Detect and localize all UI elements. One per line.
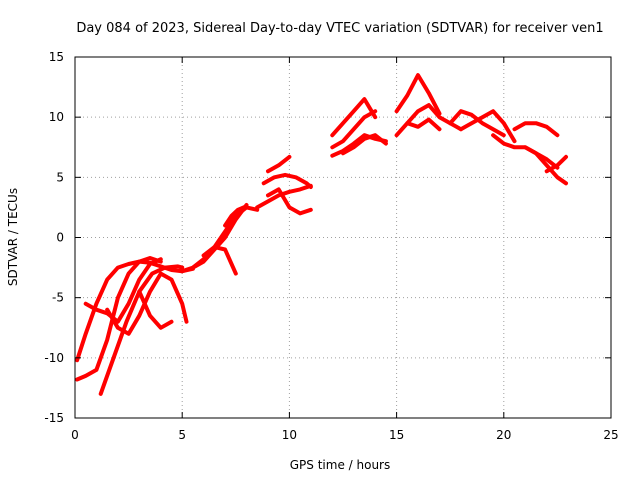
x-axis-ticks: 0 5 10 15 20 25 <box>71 57 619 442</box>
y-tick-label: 10 <box>49 110 64 124</box>
series-arc-19 <box>394 73 442 116</box>
series-arc-6 <box>137 289 174 330</box>
series-arc-7 <box>180 205 260 274</box>
series-arc-23 <box>458 109 517 144</box>
x-tick-label: 5 <box>178 428 186 442</box>
series-arc-11 <box>255 183 313 210</box>
data-traces <box>75 73 568 396</box>
series-arc-2 <box>75 256 163 382</box>
chart-title: Day 084 of 2023, Sidereal Day-to-day VTE… <box>76 21 603 36</box>
series-arc-3 <box>98 264 185 396</box>
x-tick-label: 10 <box>282 428 297 442</box>
series-arc-18 <box>341 133 388 156</box>
y-tick-label: -15 <box>44 411 64 425</box>
series-arc-8 <box>190 203 249 270</box>
series-arc-21 <box>405 117 442 132</box>
grid-lines <box>75 57 611 418</box>
x-tick-label: 0 <box>71 428 79 442</box>
x-axis-label: GPS time / hours <box>290 458 391 472</box>
series-arc-14 <box>266 154 292 174</box>
y-axis-label: SDTVAR / TECUs <box>6 188 20 286</box>
series-arc-9 <box>201 245 238 276</box>
y-axis-ticks: -15 -10 -5 0 5 10 15 <box>44 50 611 425</box>
series-arc-16 <box>330 109 378 150</box>
series-arc-15 <box>330 133 388 158</box>
y-tick-label: 5 <box>56 170 64 184</box>
series-arc-25 <box>512 121 560 138</box>
series-arc-5 <box>105 271 189 336</box>
series-arc-13 <box>266 187 313 216</box>
y-tick-label: 15 <box>49 50 64 64</box>
series-arc-12 <box>261 172 313 189</box>
x-tick-label: 25 <box>603 428 618 442</box>
series-arc-27 <box>544 154 568 174</box>
series-arc-17 <box>330 97 378 138</box>
series-arc-26 <box>523 145 568 186</box>
series-arc-10 <box>223 204 249 228</box>
series-arc-4 <box>83 257 163 324</box>
x-tick-label: 15 <box>389 428 404 442</box>
y-tick-label: -10 <box>44 351 64 365</box>
y-tick-label: -5 <box>52 291 64 305</box>
series-arc-24 <box>491 133 560 170</box>
y-tick-label: 0 <box>56 231 64 245</box>
x-tick-label: 20 <box>496 428 511 442</box>
